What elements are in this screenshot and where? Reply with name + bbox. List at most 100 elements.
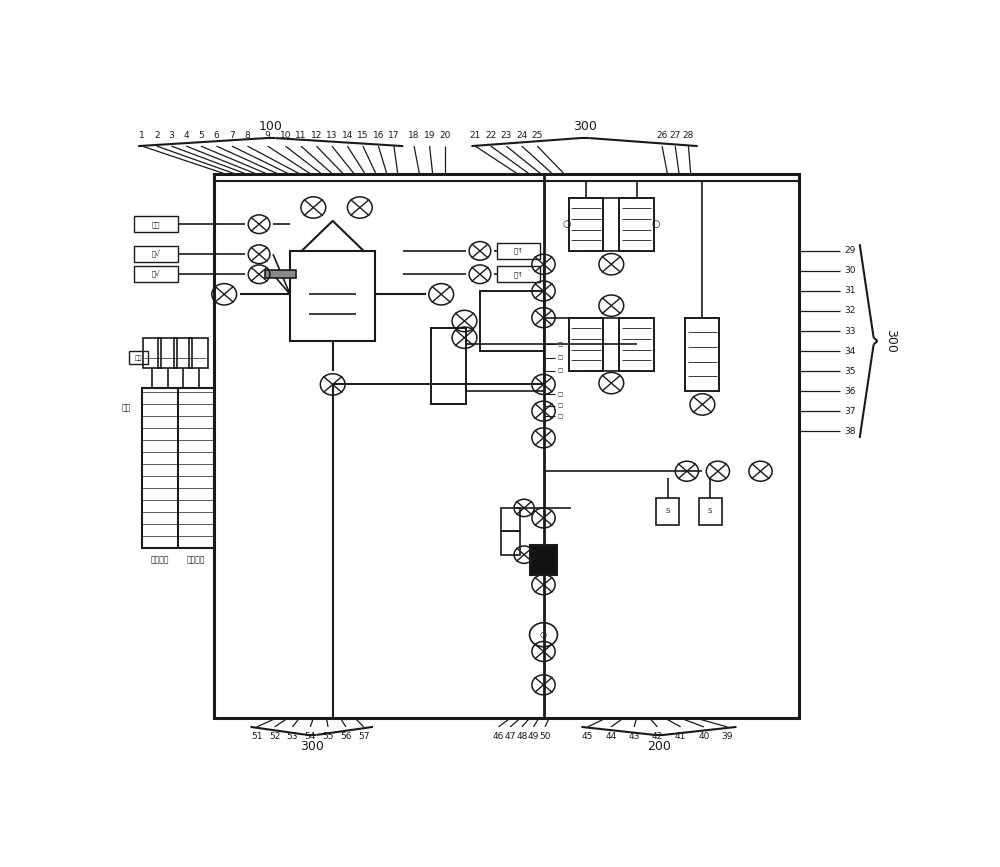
Text: 49: 49 (528, 732, 539, 740)
Text: 7: 7 (229, 131, 235, 140)
Bar (656, 498, 679, 525)
Bar (480, 291, 544, 351)
Text: 100: 100 (259, 120, 283, 133)
Text: 21: 21 (470, 131, 481, 140)
Bar (501, 508, 520, 531)
Text: □: □ (558, 392, 563, 397)
Text: 300: 300 (300, 740, 324, 753)
Text: 51: 51 (251, 732, 262, 740)
Text: 41: 41 (675, 732, 686, 740)
Bar (174, 337, 192, 368)
Bar (143, 337, 161, 368)
Bar (264, 270, 296, 277)
Text: 11: 11 (295, 131, 307, 140)
Text: S: S (708, 508, 712, 514)
Text: 4: 4 (183, 131, 189, 140)
Bar (134, 216, 178, 232)
Text: 46: 46 (493, 732, 504, 740)
Text: 3: 3 (169, 131, 174, 140)
Text: 31: 31 (844, 286, 856, 296)
Text: 40: 40 (698, 732, 710, 740)
Text: 25: 25 (532, 131, 543, 140)
Text: 液√: 液√ (152, 271, 160, 278)
Text: ○: ○ (562, 219, 571, 229)
Text: 2: 2 (154, 131, 160, 140)
Text: 气↑: 气↑ (514, 248, 524, 254)
Bar (497, 243, 540, 259)
Text: 9: 9 (265, 131, 270, 140)
Text: 38: 38 (844, 427, 856, 435)
Text: 液↑: 液↑ (514, 271, 524, 277)
Bar (569, 198, 603, 251)
Text: 17: 17 (388, 131, 400, 140)
Text: 8: 8 (245, 131, 250, 140)
Text: 18: 18 (408, 131, 420, 140)
Text: 48: 48 (516, 732, 527, 740)
Text: 300: 300 (884, 329, 897, 353)
Bar (158, 337, 177, 368)
Text: 13: 13 (326, 131, 338, 140)
Bar (619, 198, 654, 251)
Text: ○: ○ (540, 630, 547, 639)
Text: 1: 1 (139, 131, 145, 140)
Bar (698, 498, 722, 525)
Text: 管路: 管路 (122, 403, 131, 413)
Bar (530, 544, 557, 575)
Text: S: S (665, 508, 670, 514)
Text: 33: 33 (844, 327, 856, 336)
Bar (290, 251, 375, 341)
Text: 200: 200 (647, 740, 671, 753)
Text: 液态: 液态 (152, 221, 160, 227)
Text: 冷水机组: 冷水机组 (151, 556, 169, 564)
Bar (685, 317, 719, 391)
Text: 39: 39 (721, 732, 733, 740)
Text: □: □ (558, 368, 563, 374)
Text: 300: 300 (573, 120, 597, 133)
Text: 52: 52 (269, 732, 280, 740)
Text: 57: 57 (358, 732, 369, 740)
Text: 47: 47 (504, 732, 516, 740)
Text: 12: 12 (311, 131, 322, 140)
Text: 热水机组: 热水机组 (187, 556, 205, 564)
Bar (501, 531, 520, 555)
Text: 16: 16 (373, 131, 384, 140)
Text: 50: 50 (539, 732, 551, 740)
Text: 34: 34 (844, 347, 856, 355)
Text: 22: 22 (485, 131, 496, 140)
Text: 28: 28 (683, 131, 694, 140)
Text: 20: 20 (439, 131, 451, 140)
Text: 6: 6 (214, 131, 219, 140)
Text: 30: 30 (844, 266, 856, 276)
Text: 55: 55 (322, 732, 334, 740)
Bar (134, 246, 178, 262)
Text: 56: 56 (340, 732, 352, 740)
Text: 管路: 管路 (134, 355, 142, 361)
Text: 36: 36 (844, 387, 856, 395)
Text: □: □ (558, 414, 563, 419)
Text: □: □ (558, 342, 563, 347)
Bar (129, 351, 148, 364)
Bar (431, 328, 466, 404)
Text: 44: 44 (605, 732, 617, 740)
Text: 10: 10 (280, 131, 291, 140)
Text: 42: 42 (652, 732, 663, 740)
Text: 15: 15 (357, 131, 369, 140)
Bar (142, 388, 214, 548)
Bar (214, 174, 799, 718)
Text: 27: 27 (670, 131, 681, 140)
Text: 26: 26 (656, 131, 668, 140)
Text: □: □ (558, 355, 563, 360)
Text: 35: 35 (844, 367, 856, 375)
Text: □: □ (558, 403, 563, 408)
Text: 37: 37 (844, 407, 856, 415)
Text: 23: 23 (501, 131, 512, 140)
Bar (497, 266, 540, 283)
Bar (569, 317, 603, 371)
Text: 32: 32 (844, 307, 856, 316)
Text: 5: 5 (198, 131, 204, 140)
Bar (619, 317, 654, 371)
Bar (134, 266, 178, 283)
Text: 45: 45 (582, 732, 593, 740)
Text: 19: 19 (424, 131, 435, 140)
Text: 43: 43 (628, 732, 640, 740)
